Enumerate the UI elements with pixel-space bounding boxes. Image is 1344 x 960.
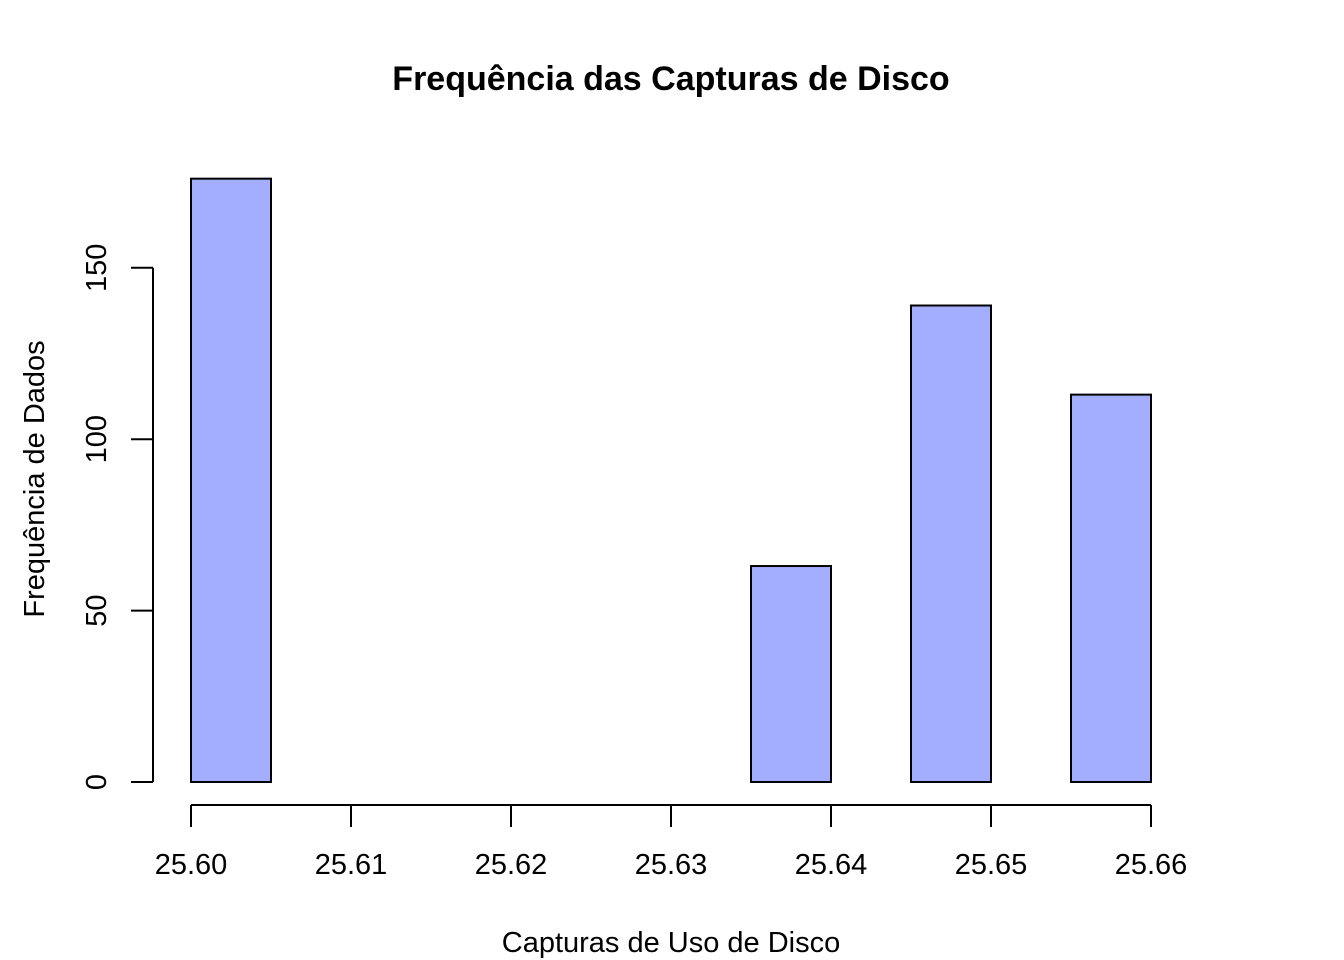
x-tick-label: 25.65 (955, 849, 1028, 881)
y-tick-label: 0 (81, 774, 113, 790)
bars-group (190, 177, 1152, 784)
y-axis-label: Frequência de Dados (19, 340, 51, 617)
x-tick-label: 25.62 (475, 849, 548, 881)
histogram-bar (750, 565, 832, 784)
x-axis-label: Capturas de Uso de Disco (502, 927, 841, 959)
y-tick-label: 150 (81, 244, 113, 292)
histogram-bar (910, 304, 992, 783)
x-tick-label: 25.66 (1115, 849, 1188, 881)
histogram-bar (190, 177, 272, 783)
histogram-bar (1070, 393, 1152, 783)
x-tick-label: 25.60 (155, 849, 228, 881)
y-tick-label: 50 (81, 594, 113, 626)
x-tick-label: 25.61 (315, 849, 388, 881)
x-tick-label: 25.64 (795, 849, 868, 881)
x-axis: 25.60 25.61 25.62 25.63 25.64 25.65 25.66 (155, 804, 1188, 881)
x-tick-label: 25.63 (635, 849, 708, 881)
y-axis: 0 50 100 150 (81, 244, 154, 790)
y-tick-label: 100 (81, 415, 113, 463)
chart-title: Frequência das Capturas de Disco (392, 60, 949, 98)
